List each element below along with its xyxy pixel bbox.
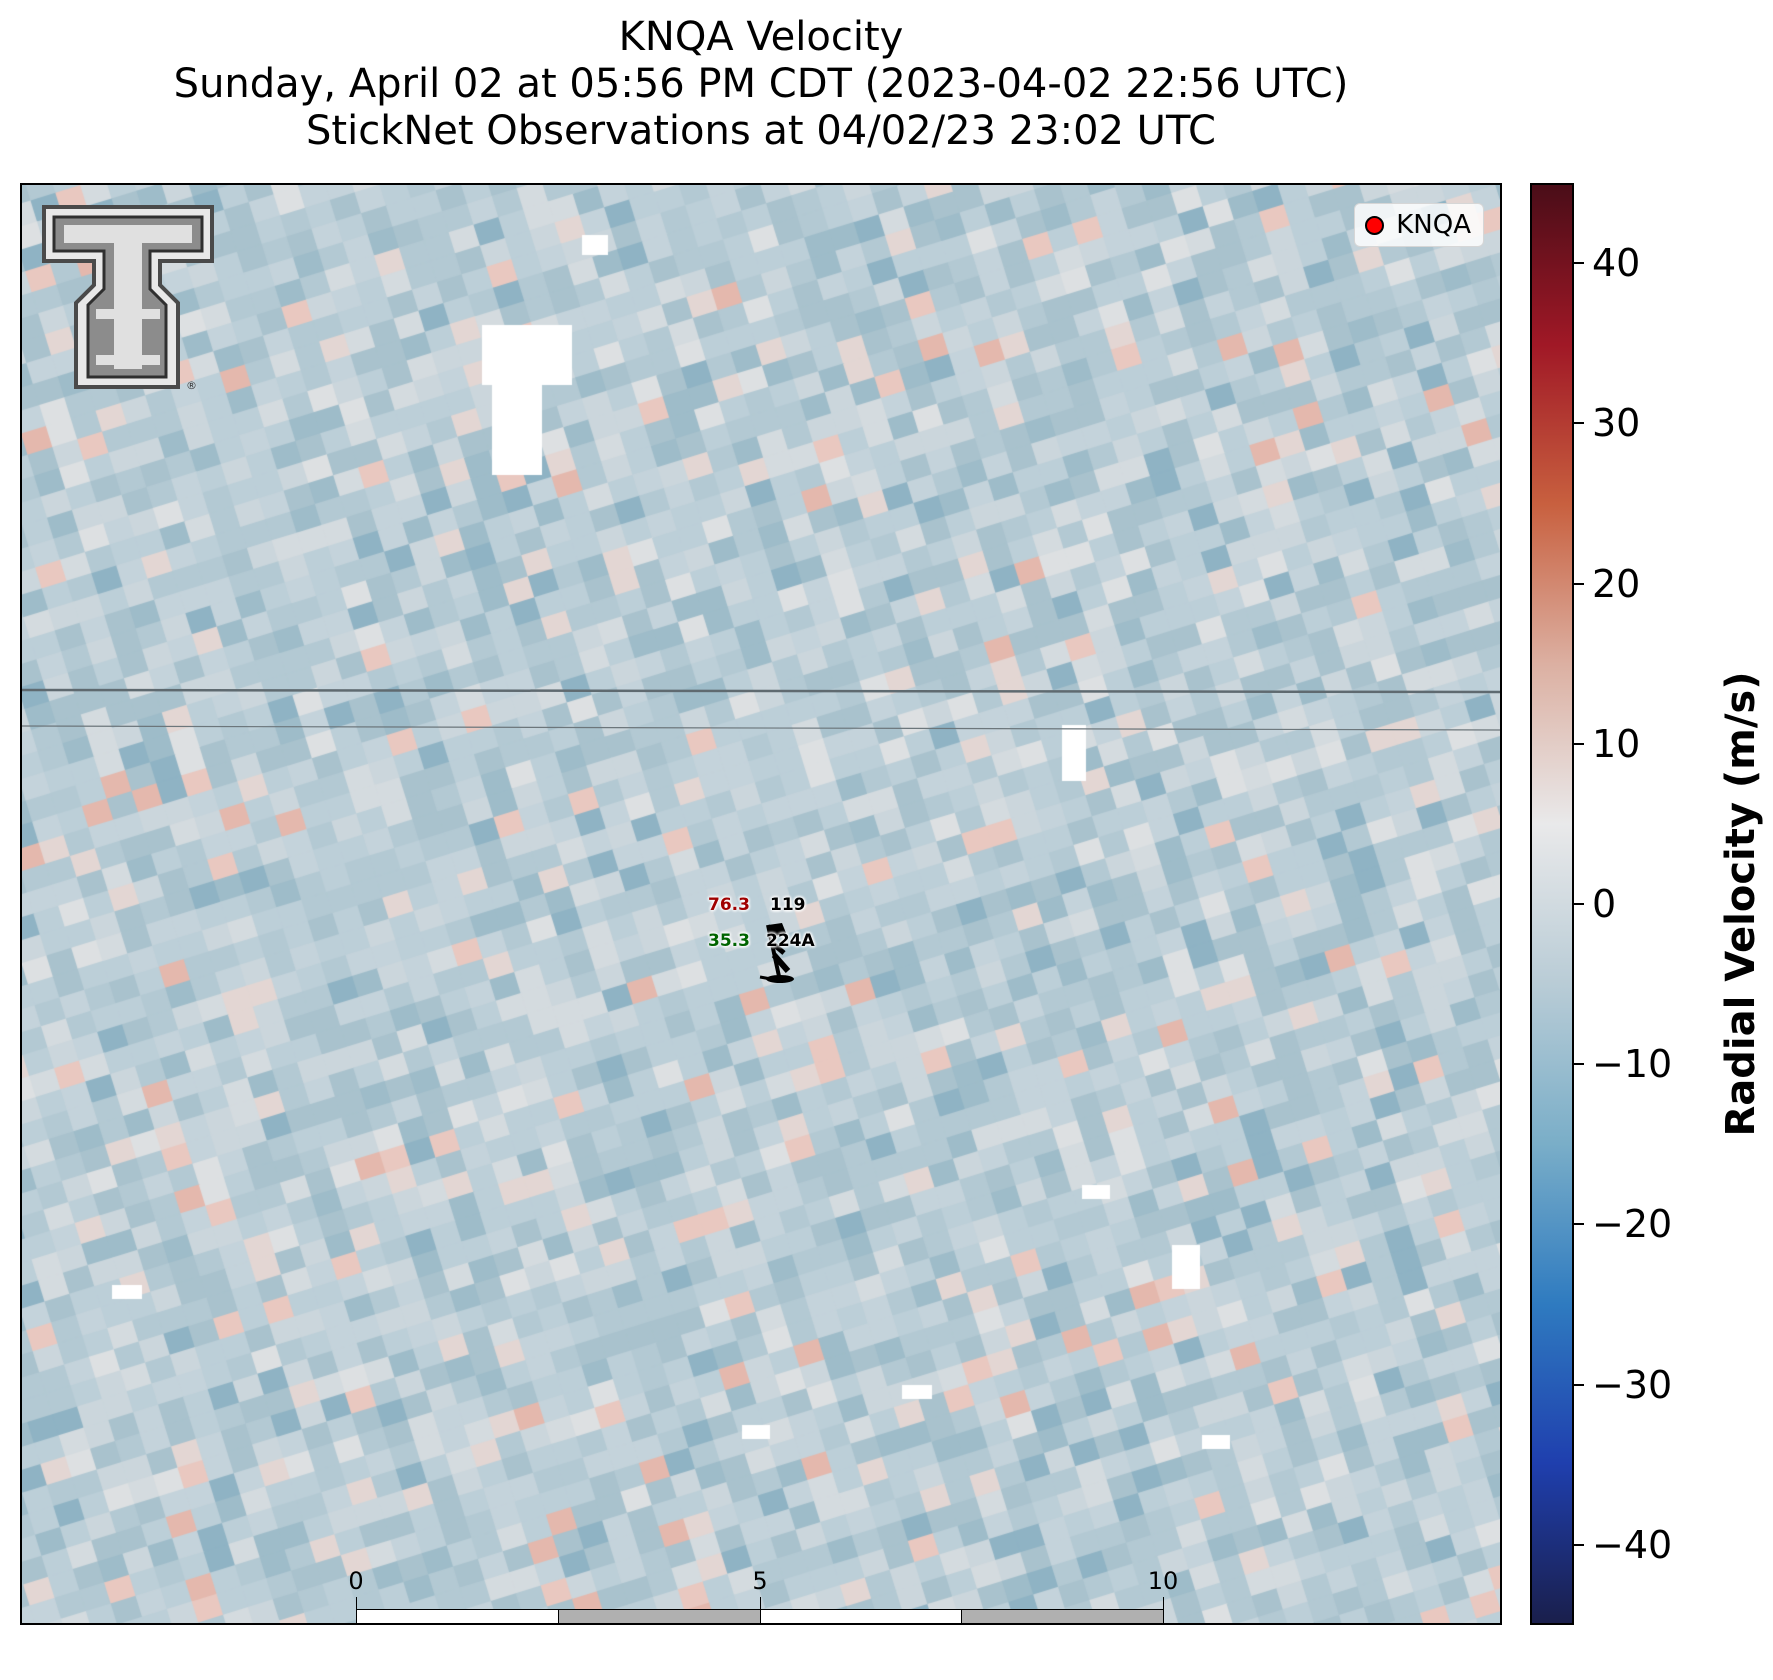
scale-tick-5: 5: [752, 1567, 768, 1595]
scale-tick-10: 10: [1147, 1567, 1179, 1595]
colorbar-tick-mark: [1574, 582, 1584, 585]
wind-barb-icon: [759, 923, 794, 983]
scale-segment: [557, 1610, 760, 1623]
colorbar-tick-label: −20: [1592, 1202, 1673, 1247]
colorbar-tick-label: −40: [1592, 1522, 1673, 1567]
colorbar-tick-mark: [1574, 262, 1584, 265]
boundary-line-upper: [22, 688, 1500, 694]
legend-label: KNQA: [1396, 210, 1471, 240]
colorbar-tick-mark: [1574, 422, 1584, 425]
title-line-1: KNQA Velocity: [618, 14, 904, 60]
map-legend: KNQA: [1354, 203, 1484, 247]
scale-segment: [961, 1610, 1163, 1623]
colorbar-tick-label: 10: [1592, 721, 1641, 766]
texas-tech-logo: ®: [42, 205, 214, 392]
colorbar-tick-mark: [1574, 1223, 1584, 1226]
dewpoint-label: 35.3: [708, 931, 750, 951]
colorbar-tick-label: 0: [1592, 882, 1617, 926]
scale-segment: [759, 1610, 962, 1623]
colorbar-tick-mark: [1574, 1063, 1584, 1066]
velocity-colorbar: [1530, 183, 1574, 1625]
colorbar-tick-mark: [1574, 742, 1584, 745]
title-line-3: StickNet Observations at 04/02/23 23:02 …: [306, 108, 1216, 154]
radar-map-panel: ® KNQA 76.3 119 35.3 224A 0 5 10: [20, 183, 1502, 1625]
station-id-label: 224A: [766, 931, 815, 951]
colorbar-tick-label: 30: [1592, 401, 1641, 446]
colorbar-tick-mark: [1574, 1383, 1584, 1386]
colorbar-tick-mark: [1574, 903, 1584, 905]
boundary-line-lower: [22, 725, 1500, 731]
knqa-marker-icon: [1365, 215, 1385, 235]
colorbar-tick-mark: [1574, 1543, 1584, 1546]
colorbar-tick-label: 40: [1592, 241, 1641, 286]
radial-velocity-field: [22, 185, 1500, 1623]
map-overlay: ®: [22, 205, 1500, 983]
colorbar-tick-label: 20: [1592, 561, 1641, 606]
map-title: KNQA Velocity Sunday, April 02 at 05:56 …: [20, 14, 1502, 155]
colorbar-tick-label: −10: [1592, 1042, 1673, 1087]
pressure-label: 119: [770, 895, 806, 915]
title-line-2: Sunday, April 02 at 05:56 PM CDT (2023-0…: [173, 61, 1349, 107]
colorbar-title: Radial Velocity (m/s): [1718, 671, 1764, 1137]
scale-segment: [357, 1610, 558, 1623]
colorbar-tick-label: −30: [1592, 1362, 1673, 1407]
registered-mark: ®: [186, 379, 197, 392]
temperature-label: 76.3: [708, 895, 750, 915]
scale-tick-0: 0: [348, 1567, 364, 1595]
